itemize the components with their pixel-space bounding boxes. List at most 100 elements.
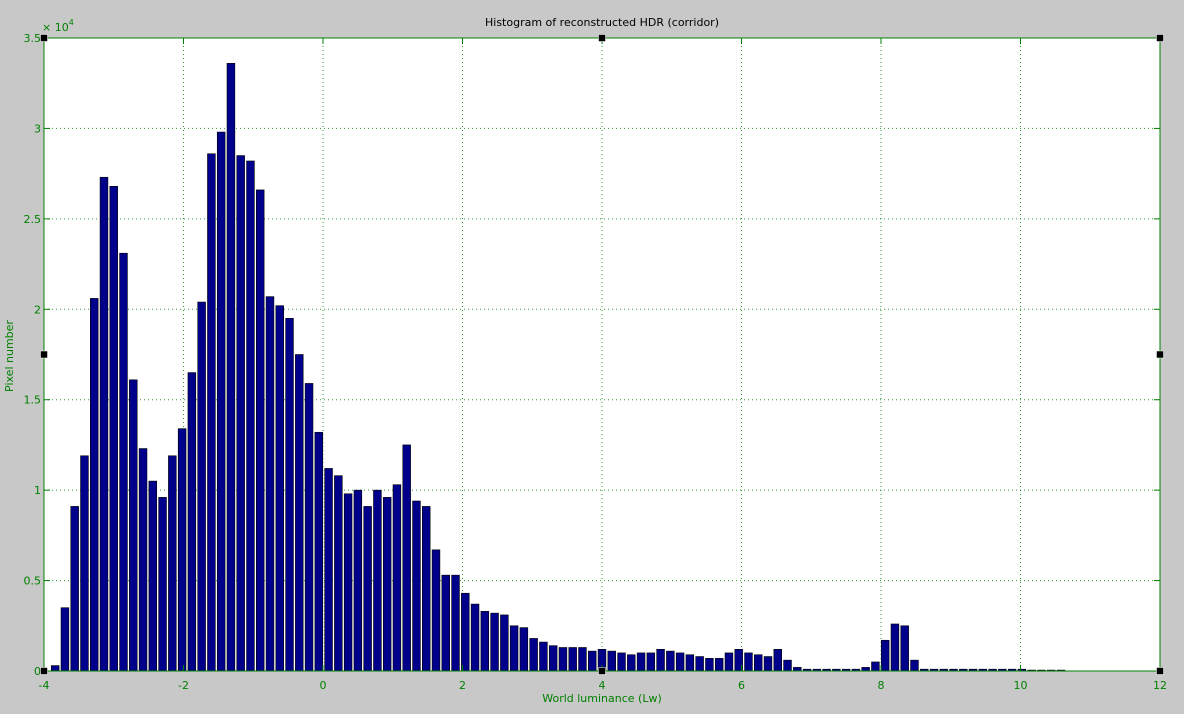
y-tick-label: 3.5 [24, 32, 42, 45]
bar [470, 603, 480, 672]
bar [705, 658, 714, 672]
bar [50, 665, 60, 672]
bar [158, 497, 167, 672]
bar [558, 647, 568, 672]
bar [187, 372, 197, 672]
bar [265, 296, 275, 672]
bar [763, 656, 773, 672]
bar [382, 497, 392, 672]
selection-handle[interactable] [598, 34, 606, 42]
bar [783, 659, 792, 672]
selection-handles[interactable] [40, 34, 1164, 675]
selection-handle[interactable] [40, 667, 48, 675]
selection-handle[interactable] [1156, 350, 1164, 359]
x-tick-label: 4 [599, 679, 606, 692]
selection-handle[interactable] [40, 34, 48, 42]
selection-handle[interactable] [1156, 34, 1164, 42]
bar [695, 656, 704, 672]
bar [70, 506, 79, 672]
y-exponent-power: 4 [69, 18, 74, 27]
x-tick-label: 2 [459, 679, 466, 692]
bar [148, 480, 158, 672]
x-axis-label: World luminance (Lw) [542, 692, 662, 705]
bar [216, 131, 226, 672]
bar [422, 506, 431, 672]
selection-handle[interactable] [1156, 667, 1164, 675]
bar [177, 428, 187, 672]
bar [99, 176, 109, 672]
bar [900, 625, 909, 672]
bar [256, 189, 265, 672]
bar [285, 318, 294, 672]
bar [314, 431, 324, 672]
bar [890, 623, 900, 672]
bar [871, 661, 880, 672]
chart-title: Histogram of reconstructed HDR (corridor… [485, 16, 719, 29]
x-tick-label: 12 [1153, 679, 1167, 692]
bar [246, 160, 255, 672]
ticks: -4 -2 0 2 4 6 8 10 12 0 0.5 1 1.5 2 2.5 3 3.5 [24, 32, 1168, 692]
bar [90, 298, 99, 672]
bar [431, 549, 441, 672]
bar [666, 650, 675, 672]
bar [754, 654, 763, 672]
bar [617, 652, 626, 672]
bar [60, 607, 70, 672]
bar [500, 614, 509, 672]
bar [793, 667, 802, 672]
bars [50, 63, 1066, 672]
y-exponent-base: × 10 [42, 21, 69, 34]
bar [578, 647, 587, 672]
bar [607, 650, 616, 672]
bar [451, 574, 460, 672]
bar [363, 506, 372, 672]
bar [861, 667, 870, 672]
bar [714, 658, 724, 672]
bar [119, 252, 128, 672]
bar [392, 484, 402, 672]
bar [226, 63, 236, 672]
bar [627, 654, 636, 672]
y-tick-label: 0 [34, 665, 41, 678]
bar [304, 383, 314, 672]
bar [588, 650, 597, 672]
grid-lines [44, 38, 1160, 671]
bar [744, 652, 753, 672]
selection-handle[interactable] [598, 667, 606, 675]
bar [880, 639, 890, 672]
y-exponent-label: × 104 [42, 18, 74, 34]
bar [295, 354, 304, 672]
bar [509, 625, 519, 672]
bar [568, 647, 577, 672]
bar [519, 627, 529, 672]
bar [353, 489, 363, 672]
bar [656, 648, 665, 672]
y-tick-label: 1 [34, 484, 41, 497]
x-tick-label: 8 [878, 679, 885, 692]
bar [685, 654, 695, 672]
bar [412, 500, 421, 672]
selection-handle[interactable] [40, 350, 48, 359]
bar [441, 574, 450, 672]
bar [207, 153, 216, 672]
bar [138, 448, 148, 672]
y-tick-label: 2.5 [24, 213, 42, 226]
bar [129, 379, 138, 672]
bar [324, 468, 333, 672]
y-tick-label: 1.5 [24, 394, 42, 407]
y-tick-label: 3 [34, 122, 41, 135]
bar [275, 305, 284, 672]
bar [80, 455, 89, 672]
bar [724, 652, 734, 672]
bar [773, 648, 782, 672]
bar [168, 455, 177, 672]
bar [675, 652, 685, 672]
x-tick-label: 0 [320, 679, 327, 692]
bar [402, 444, 411, 672]
bar [539, 641, 548, 672]
bar [490, 612, 499, 672]
bar [461, 592, 470, 672]
bar [373, 489, 382, 672]
y-tick-label: 2 [34, 303, 41, 316]
